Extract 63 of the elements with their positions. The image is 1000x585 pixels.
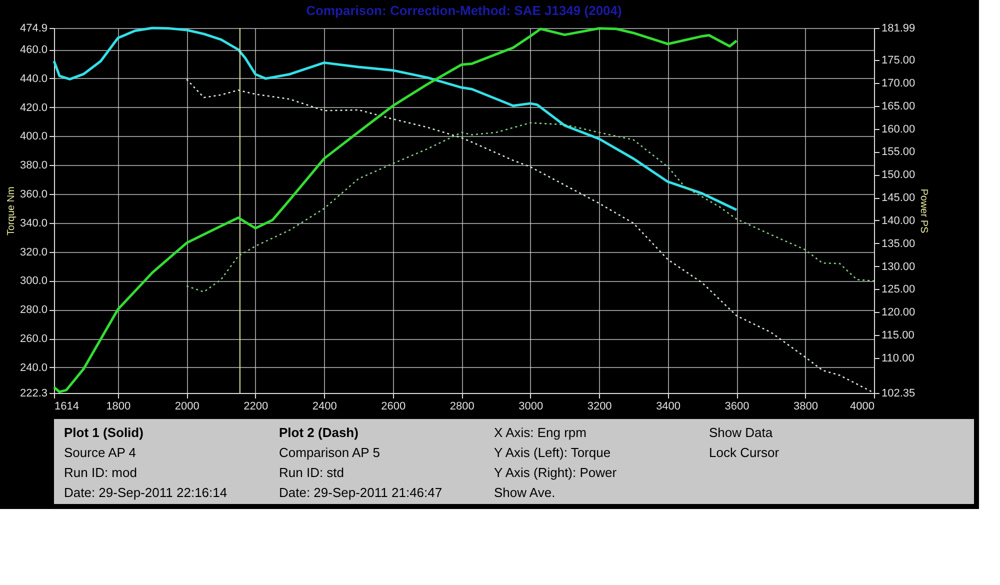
source-note: Source AP 4 xyxy=(64,445,136,460)
y-tick-label: 320.0 xyxy=(20,246,48,258)
y2-axis-title: Power PS xyxy=(918,188,930,234)
y-tick-label: 280.0 xyxy=(20,304,48,316)
x-tick-label: 3000 xyxy=(518,400,544,412)
x-tick-label: 1614 xyxy=(54,400,79,412)
text: Show Data xyxy=(709,425,774,440)
text: Y Axis (Left): Torque xyxy=(494,445,611,460)
text: Lock Cursor xyxy=(709,445,780,460)
y-tick-label: 300.0 xyxy=(20,275,48,288)
text: X Axis: Eng rpm xyxy=(494,425,586,440)
text: Run ID: std xyxy=(279,465,344,480)
x-tick-label: 3400 xyxy=(656,400,681,412)
y-tick-label: 380.0 xyxy=(20,160,48,172)
y-tick-label: 260.0 xyxy=(20,333,48,346)
y2-tick-label: 110.00 xyxy=(882,352,914,364)
x-tick-label: 3600 xyxy=(724,400,750,412)
y-tick-label: 420.0 xyxy=(20,102,48,114)
y2-tick-label: 140.00 xyxy=(882,214,916,227)
line-series xyxy=(186,78,875,394)
x-tick-label: 2400 xyxy=(312,400,337,412)
chart-title: Comparison: Correction-Method: SAE J1349 (2004) xyxy=(306,3,622,18)
text: Show Ave. xyxy=(494,485,556,500)
y2-tick-label: 135.00 xyxy=(882,238,916,250)
x-tick-label: 2600 xyxy=(381,400,406,412)
y2-tick-label: 150.00 xyxy=(882,169,916,182)
y-tick-label: 240.0 xyxy=(20,362,48,374)
y-tick-label: 474.9 xyxy=(20,22,48,34)
y2-tick-label: 115.00 xyxy=(882,330,914,342)
y2-tick-label: 102.35 xyxy=(882,388,916,400)
y2-tick-label: 165.00 xyxy=(882,100,916,112)
y-tick-label: 222.3 xyxy=(20,388,48,400)
y-axis-title: Torque Nm xyxy=(6,186,17,236)
text: Comparison AP 5 xyxy=(279,445,380,460)
y2-tick-label: 160.00 xyxy=(882,123,916,136)
y2-tick-label: 120.00 xyxy=(882,306,916,319)
text: Plot 2 (Dash) xyxy=(279,425,358,440)
y2-tick-label: 170.00 xyxy=(882,77,916,90)
x-tick-label: 1800 xyxy=(106,400,131,412)
line-series xyxy=(186,122,875,293)
y2-tick-label: 130.00 xyxy=(882,260,916,273)
x-tick-label: 2000 xyxy=(174,400,200,412)
y2-tick-label: 155.00 xyxy=(882,146,916,158)
text: Date: 29-Sep-2011 21:46:47 xyxy=(279,485,442,500)
y2-tick-label: 125.00 xyxy=(882,284,916,296)
x-tick-label: 4000 xyxy=(850,400,874,412)
text: Y Axis (Right): Power xyxy=(494,465,618,480)
x-tick-label: 2800 xyxy=(450,400,474,412)
y2-tick-label: 181.99 xyxy=(882,22,916,34)
text: Date: 29-Sep-2011 22:16:14 xyxy=(64,485,228,500)
y-tick-label: 440.0 xyxy=(20,72,48,85)
text: Plot 1 (Solid) xyxy=(64,425,144,440)
text: Run ID: mod xyxy=(64,465,137,480)
x-tick-label: 3800 xyxy=(794,400,818,412)
y2-tick-label: 145.00 xyxy=(882,192,916,204)
x-tick-label: 3200 xyxy=(587,400,612,412)
y2-tick-label: 175.00 xyxy=(882,54,916,67)
y-tick-label: 400.0 xyxy=(20,130,48,143)
y-tick-label: 460.0 xyxy=(20,44,48,56)
y-tick-label: 340.0 xyxy=(20,217,48,230)
x-tick-label: 2200 xyxy=(244,400,268,412)
y-tick-label: 360.0 xyxy=(20,188,48,201)
line-series xyxy=(52,26,738,212)
